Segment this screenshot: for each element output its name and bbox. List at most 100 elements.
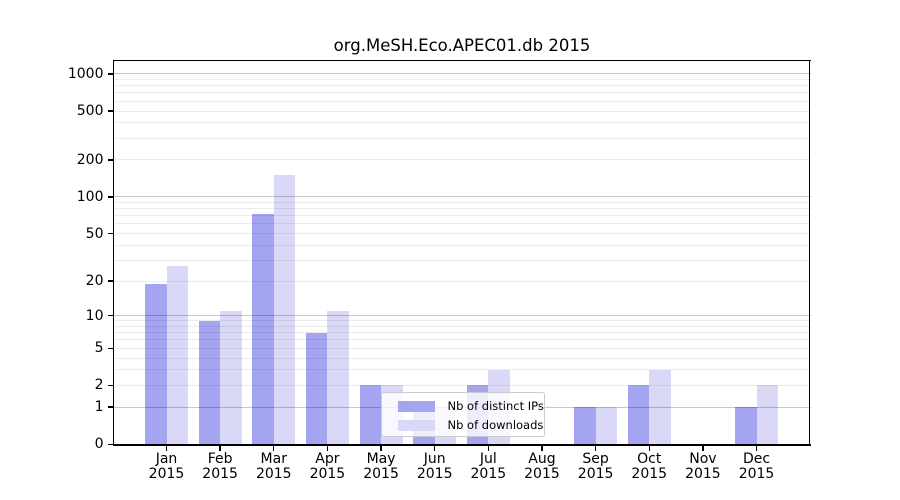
x-tick-mark-nov	[702, 445, 704, 451]
y-tick-mark-500	[107, 110, 113, 112]
minor-gridline-200	[112, 159, 811, 161]
minor-gridline-9	[112, 320, 811, 322]
minor-gridline-500	[112, 110, 811, 112]
x-tick-label-feb: Feb 2015	[190, 452, 250, 482]
x-tick-label-may: May 2015	[351, 452, 411, 482]
major-gridline-10	[112, 315, 811, 317]
x-tick-mark-jul	[487, 445, 489, 451]
minor-gridline-7	[112, 332, 811, 334]
minor-gridline-30	[112, 259, 811, 261]
legend-swatch-distinct-ips	[398, 400, 435, 412]
bar-downloads-dec	[756, 385, 779, 445]
x-tick-year: 2015	[577, 466, 614, 482]
minor-gridline-3	[112, 369, 811, 371]
chart-title: org.MeSH.Eco.APEC01.db 2015	[333, 36, 591, 55]
bar-downloads-apr	[327, 311, 349, 445]
x-tick-label-aug: Aug 2015	[512, 452, 572, 482]
right-spine	[809, 60, 811, 446]
y-tick-label-1: 1	[94, 399, 104, 416]
x-tick-label-mar: Mar 2015	[244, 452, 304, 482]
minor-gridline-6	[112, 339, 811, 341]
y-tick-mark-1000	[107, 73, 113, 75]
x-tick-month: Apr	[315, 451, 340, 467]
y-tick-label-500: 500	[76, 103, 104, 119]
x-tick-label-sep: Sep 2015	[566, 452, 626, 482]
x-tick-label-jul: Jul 2015	[458, 452, 518, 482]
top-spine	[112, 60, 811, 62]
x-tick-month: May	[366, 451, 396, 467]
x-tick-month: Sep	[582, 451, 609, 467]
bottom-spine	[112, 443, 811, 446]
x-tick-mark-oct	[648, 445, 650, 451]
minor-gridline-2	[112, 384, 811, 386]
x-tick-year: 2015	[685, 466, 721, 482]
y-tick-label-5: 5	[94, 340, 104, 357]
major-gridline-100	[112, 196, 811, 198]
bar-downloads-oct	[649, 369, 671, 445]
y-tick-label-2: 2	[94, 377, 104, 394]
bar-distinct-ips-mar	[252, 213, 274, 445]
legend: Nb of distinct IPs Nb of downloads	[380, 392, 545, 437]
bar-distinct-ips-oct	[627, 385, 650, 445]
minor-gridline-4	[112, 357, 811, 359]
x-tick-month: Jul	[479, 451, 497, 467]
x-tick-year: 2015	[470, 466, 507, 482]
bar-downloads-mar	[273, 175, 296, 445]
minor-gridline-600	[112, 100, 811, 102]
x-tick-month: Oct	[637, 451, 662, 467]
x-tick-label-jun: Jun 2015	[405, 452, 465, 482]
minor-gridline-5	[112, 347, 811, 349]
minor-gridline-700	[112, 92, 811, 94]
x-tick-label-oct: Oct 2015	[619, 452, 679, 482]
x-tick-mark-feb	[219, 445, 221, 451]
y-tick-mark-100	[107, 196, 113, 198]
x-tick-year: 2015	[255, 466, 292, 482]
x-tick-month: Dec	[742, 451, 771, 467]
left-spine	[112, 60, 114, 446]
x-tick-mark-mar	[273, 445, 275, 451]
x-tick-label-nov: Nov 2015	[673, 452, 733, 482]
x-tick-label-dec: Dec 2015	[727, 452, 787, 482]
major-gridline-1000	[112, 73, 811, 75]
bar-distinct-ips-dec	[735, 407, 757, 445]
minor-gridline-300	[112, 137, 811, 139]
x-tick-month: Aug	[528, 451, 556, 467]
minor-gridline-40	[112, 244, 811, 246]
x-tick-mark-jun	[434, 445, 436, 451]
x-tick-year: 2015	[363, 466, 399, 482]
x-tick-year: 2015	[148, 466, 185, 482]
bar-downloads-feb	[220, 311, 242, 445]
minor-gridline-70	[112, 215, 811, 217]
bar-downloads-sep	[595, 407, 618, 445]
x-tick-mark-dec	[755, 445, 758, 451]
y-tick-label-0: 0	[94, 436, 104, 453]
minor-gridline-90	[112, 201, 811, 203]
y-tick-mark-20	[107, 280, 113, 282]
bar-distinct-ips-apr	[305, 332, 328, 445]
x-tick-month: Jan	[155, 451, 178, 467]
y-tick-label-1000: 1000	[67, 65, 104, 82]
y-tick-label-20: 20	[85, 273, 104, 290]
legend-label-downloads: Nb of downloads	[447, 418, 544, 432]
y-tick-mark-50	[107, 232, 113, 235]
minor-gridline-20	[112, 280, 811, 282]
legend-label-distinct-ips: Nb of distinct IPs	[447, 399, 544, 413]
minor-gridline-400	[112, 122, 811, 124]
x-tick-mark-may	[380, 445, 382, 451]
x-tick-month: Jun	[423, 451, 446, 467]
y-tick-label-200: 200	[76, 151, 104, 168]
bar-distinct-ips-jan	[145, 283, 167, 445]
y-tick-mark-10	[107, 315, 113, 317]
y-tick-label-50: 50	[85, 225, 104, 242]
x-tick-label-apr: Apr 2015	[297, 452, 357, 482]
bar-distinct-ips-may	[359, 385, 382, 445]
x-tick-month: Feb	[207, 451, 233, 467]
bar-distinct-ips-sep	[574, 407, 596, 445]
minor-gridline-50	[112, 233, 811, 234]
x-tick-year: 2015	[524, 466, 560, 482]
y-tick-label-100: 100	[76, 188, 104, 205]
x-tick-mark-aug	[541, 445, 543, 451]
y-tick-mark-1	[107, 406, 113, 408]
